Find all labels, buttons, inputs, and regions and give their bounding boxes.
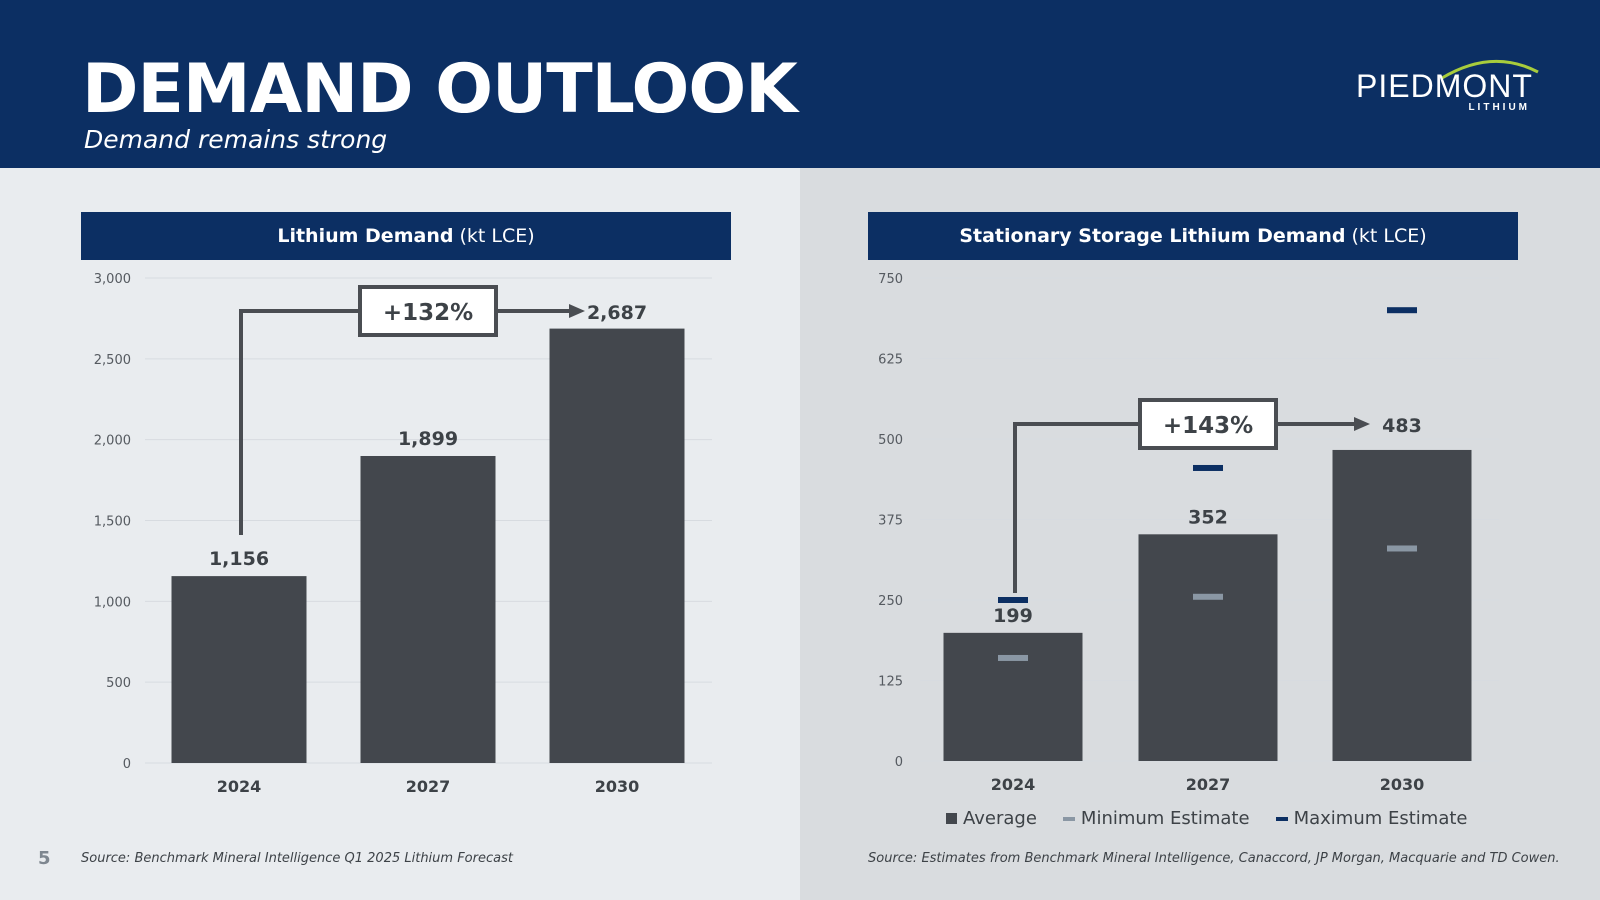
chart-2-y-tick-label: 375 (878, 514, 903, 529)
page-subtitle: Demand remains strong (84, 125, 388, 154)
chart-2-data-label: 483 (1382, 415, 1422, 437)
legend-item-maximum: Maximum Estimate (1275, 808, 1468, 829)
logo-subtext: LITHIUM (1468, 102, 1530, 113)
legend-swatch-average (946, 813, 957, 824)
chart-2-data-label: 352 (1188, 506, 1228, 528)
company-logo: PIEDMONT LITHIUM (1352, 52, 1552, 122)
chart-1-y-tick-label: 1,500 (94, 515, 131, 530)
chart-2-title-unit: (kt LCE) (1351, 225, 1427, 247)
chart-2-bar (943, 632, 1083, 761)
legend-swatch-minimum (1062, 816, 1075, 821)
chart-1-bar (171, 576, 307, 763)
chart-1-title-unit: (kt LCE) (459, 225, 535, 247)
page-number: 5 (38, 848, 51, 869)
chart-2-y-tick-label: 625 (878, 353, 903, 368)
chart-2-y-tick-label: 500 (878, 433, 903, 448)
chart-1-y-tick-label: 2,500 (94, 353, 131, 368)
chart-1-y-tick-label: 3,000 (94, 272, 131, 287)
logo-wordmark: PIEDMONT (1356, 68, 1533, 104)
chart-1-data-label: 1,156 (209, 548, 269, 570)
chart-2-legend: Average Minimum Estimate Maximum Estimat… (946, 808, 1468, 829)
chart-2-growth-arrowhead (1354, 417, 1370, 431)
chart-1-y-tick-label: 2,000 (94, 434, 131, 449)
chart-2-y-tick-label: 750 (878, 272, 903, 287)
chart-2-source: Source: Estimates from Benchmark Mineral… (868, 851, 1560, 866)
chart-2-max-estimate-marker (998, 597, 1028, 603)
chart-1-title: Lithium Demand (kt LCE) (81, 212, 731, 260)
chart-2-title-bold: Stationary Storage Lithium Demand (959, 225, 1346, 247)
chart-1-y-tick-label: 500 (106, 676, 131, 691)
legend-label-minimum: Minimum Estimate (1080, 808, 1250, 829)
chart-1-data-label: 1,899 (398, 428, 458, 450)
chart-2-bar (1332, 449, 1472, 761)
chart-1-source: Source: Benchmark Mineral Intelligence Q… (81, 851, 513, 866)
chart-2-title: Stationary Storage Lithium Demand (kt LC… (868, 212, 1518, 260)
legend-label-maximum: Maximum Estimate (1293, 808, 1468, 829)
chart-1-data-label: 2,687 (587, 302, 647, 324)
chart-2-max-estimate-marker (1387, 307, 1417, 314)
chart-1-growth-callout-box (358, 285, 498, 337)
legend-item-minimum: Minimum Estimate (1062, 808, 1250, 829)
chart-1-growth-arrowhead (569, 304, 585, 318)
chart-2-min-estimate-marker (1193, 593, 1223, 600)
chart-2-growth-callout-box (1138, 398, 1278, 450)
chart-2-data-label: 199 (993, 605, 1033, 627)
chart-2-y-tick-label: 125 (878, 675, 903, 690)
chart-2-min-estimate-marker (998, 654, 1028, 661)
legend-label-average: Average (963, 808, 1037, 829)
chart-1-bar (549, 328, 685, 763)
chart-1-growth-callout-label: +132% (383, 300, 473, 326)
chart-2-x-tick-label: 2024 (991, 775, 1036, 794)
chart-1-bar (360, 455, 496, 763)
chart-1-y-tick-label: 1,000 (94, 595, 131, 610)
chart-1-x-tick-label: 2027 (406, 777, 451, 796)
chart-1-title-bold: Lithium Demand (277, 225, 454, 247)
page-title: DEMAND OUTLOOK (82, 50, 798, 129)
chart-2-y-tick-label: 250 (878, 594, 903, 609)
header-band: DEMAND OUTLOOK Demand remains strong PIE… (0, 0, 1600, 168)
chart-2-max-estimate-marker (1193, 464, 1223, 471)
legend-item-average: Average (946, 808, 1037, 829)
chart-1-x-tick-label: 2024 (217, 777, 262, 796)
logo-arc-icon (1441, 59, 1539, 80)
chart-1-x-tick-label: 2030 (595, 777, 640, 796)
chart-2-x-tick-label: 2027 (1186, 775, 1231, 794)
chart-2-y-tick-label: 0 (895, 755, 903, 770)
chart-1-y-tick-label: 0 (123, 757, 131, 772)
chart-2-growth-callout-label: +143% (1163, 413, 1253, 439)
chart-2-bar (1138, 534, 1278, 761)
chart-2-x-tick-label: 2030 (1380, 775, 1425, 794)
legend-swatch-maximum (1275, 816, 1288, 821)
chart-2-min-estimate-marker (1387, 545, 1417, 552)
